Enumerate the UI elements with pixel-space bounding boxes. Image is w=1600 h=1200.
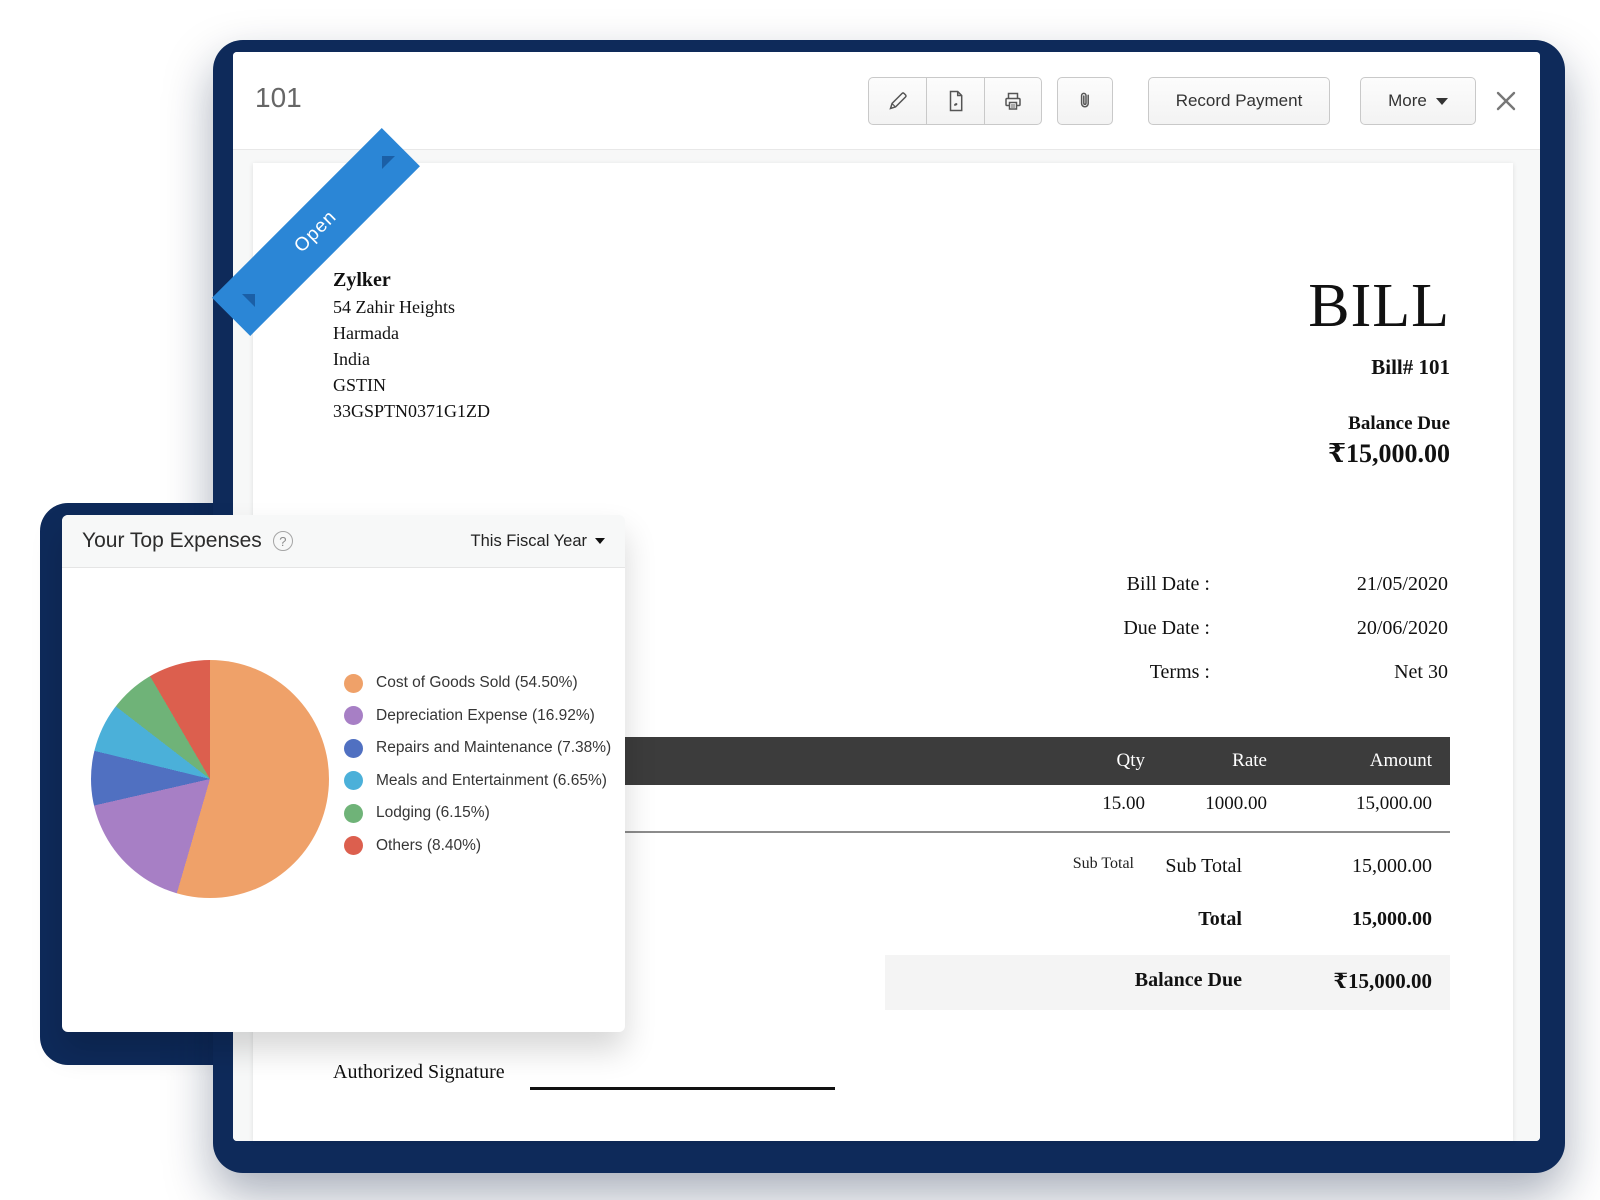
close-icon[interactable] xyxy=(1491,83,1527,119)
legend-item: Repairs and Maintenance (7.38%) xyxy=(344,732,611,765)
vendor-address-line: GSTIN xyxy=(333,375,386,395)
caret-down-icon xyxy=(595,538,605,544)
total-row: Total 15,000.00 xyxy=(853,908,1450,936)
balance-due-row: Balance Due ₹15,000.00 xyxy=(885,955,1450,1010)
legend-label: Repairs and Maintenance (7.38%) xyxy=(376,739,612,757)
terms-row: Terms : Net 30 xyxy=(853,661,1450,687)
legend-label: Depreciation Expense (16.92%) xyxy=(376,706,595,724)
edit-button[interactable] xyxy=(868,77,926,125)
legend-item: Depreciation Expense (16.92%) xyxy=(344,700,611,733)
subtotal-value: 15,000.00 xyxy=(1352,855,1432,877)
legend-item: Lodging (6.15%) xyxy=(344,797,611,830)
bill-number: Bill# 101 xyxy=(1371,355,1450,379)
item-amount: 15,000.00 xyxy=(1356,793,1432,814)
vendor-address-line: 33GSPTN0371G1ZD xyxy=(333,401,491,421)
subtotal-caption: Sub Total xyxy=(1072,855,1134,872)
legend-dot xyxy=(344,803,363,823)
legend-dot xyxy=(344,836,363,856)
bill-date-value: 21/05/2020 xyxy=(1356,573,1448,595)
legend-label: Lodging (6.15%) xyxy=(376,804,490,822)
document-title: BILL xyxy=(1308,272,1450,340)
status-ribbon-label: Open xyxy=(290,206,341,257)
total-value: 15,000.00 xyxy=(1352,908,1432,930)
amount-column-header: Amount xyxy=(1369,750,1432,771)
top-expenses-card: Your Top Expenses ? This Fiscal Year Cos… xyxy=(62,515,625,1032)
pdf-file-icon xyxy=(944,89,968,113)
record-payment-button[interactable]: Record Payment xyxy=(1148,77,1330,125)
legend-dot xyxy=(344,706,363,726)
signature-line xyxy=(530,1087,835,1090)
balance-row-value: ₹15,000.00 xyxy=(1333,969,1432,993)
chevron-down-icon xyxy=(1435,98,1448,106)
legend-dot xyxy=(344,673,363,693)
item-qty: 15.00 xyxy=(1102,793,1145,814)
legend-dot xyxy=(344,738,363,758)
pdf-button[interactable] xyxy=(926,77,984,125)
authorized-signature-label: Authorized Signature xyxy=(333,1061,505,1083)
print-button[interactable] xyxy=(984,77,1042,125)
vendor-address-line: Harmada xyxy=(333,323,399,343)
legend-dot xyxy=(344,771,363,791)
pie-legend: Cost of Goods Sold (54.50%) Depreciation … xyxy=(344,667,611,862)
pencil-icon xyxy=(886,89,910,113)
balance-row-label: Balance Due xyxy=(1134,969,1242,991)
toolbar-icon-group xyxy=(868,77,1042,125)
legend-label: Others (8.40%) xyxy=(376,836,482,854)
balance-due-amount: ₹15,000.00 xyxy=(1327,439,1450,468)
due-date-row: Due Date : 20/06/2020 xyxy=(853,617,1450,643)
more-button-label: More xyxy=(1388,91,1427,110)
subtotal-label: Sub Total xyxy=(1165,855,1242,877)
table-divider xyxy=(333,831,1450,833)
vendor-address-line: India xyxy=(333,349,370,369)
rate-column-header: Rate xyxy=(1232,750,1267,771)
total-label: Total xyxy=(1198,908,1242,930)
ribbon-fold-left xyxy=(242,294,255,307)
legend-label: Cost of Goods Sold (54.50%) xyxy=(376,674,578,692)
attachment-button[interactable] xyxy=(1057,77,1113,125)
bill-date-label: Bill Date : xyxy=(1126,573,1210,595)
page-title: 101 xyxy=(255,82,302,113)
period-selector[interactable]: This Fiscal Year xyxy=(471,532,605,551)
expenses-card-title: Your Top Expenses xyxy=(82,529,262,552)
qty-column-header: Qty xyxy=(1116,750,1146,771)
vendor-address-line: 54 Zahir Heights xyxy=(333,297,455,317)
legend-label: Meals and Entertainment (6.65%) xyxy=(376,771,607,789)
terms-value: Net 30 xyxy=(1394,661,1448,683)
balance-due-label: Balance Due xyxy=(1348,413,1450,434)
period-selector-label: This Fiscal Year xyxy=(470,531,587,550)
bill-date-row: Bill Date : 21/05/2020 xyxy=(853,573,1450,599)
printer-icon xyxy=(1001,89,1025,113)
vendor-address-block: Zylker 54 Zahir Heights Harmada India GS… xyxy=(333,266,490,424)
vendor-name: Zylker xyxy=(333,269,391,291)
paperclip-icon xyxy=(1073,89,1097,113)
subtotal-row: Sub Total Sub Total 15,000.00 xyxy=(853,855,1450,883)
due-date-label: Due Date : xyxy=(1123,617,1210,639)
due-date-value: 20/06/2020 xyxy=(1356,617,1448,639)
ribbon-fold-top xyxy=(382,156,395,169)
legend-item: Cost of Goods Sold (54.50%) xyxy=(344,667,611,700)
help-icon[interactable]: ? xyxy=(272,531,293,551)
expenses-card-header: Your Top Expenses ? This Fiscal Year xyxy=(62,515,625,568)
item-rate: 1000.00 xyxy=(1205,793,1267,814)
table-row: 15.00 1000.00 15,000.00 xyxy=(333,793,1450,823)
terms-label: Terms : xyxy=(1149,661,1210,683)
more-button[interactable]: More xyxy=(1360,77,1476,125)
legend-item: Others (8.40%) xyxy=(344,830,611,863)
window-header: 101 xyxy=(233,52,1540,150)
expenses-pie-chart[interactable] xyxy=(91,660,329,898)
legend-item: Meals and Entertainment (6.65%) xyxy=(344,765,611,798)
